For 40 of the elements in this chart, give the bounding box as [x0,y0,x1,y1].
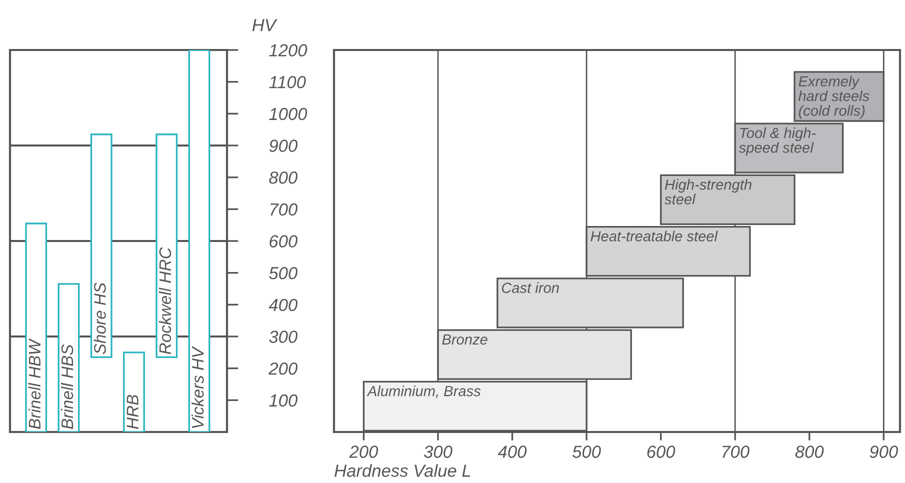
bar [123,352,145,432]
category-label: HRB [126,394,138,429]
x-tick-label: 600 [647,446,676,458]
x-tick-label: 200 [349,446,378,458]
y-tick-label: High-strength steel [664,179,752,204]
y-tick-label: 400 [268,298,298,312]
x-tick-label: 800 [795,446,824,458]
y-tick-label: Aluminium, Brass [366,386,481,398]
y-tick-label: 200 [268,362,298,375]
bar [25,222,48,432]
y-tick-label: Exremely hard steels (cold rolls) [798,76,870,119]
y-tick-label: 800 [269,172,298,184]
y-tick-label: Tool & high- speed steel [738,127,816,156]
y-tick-label: 500 [269,267,298,280]
bar [90,134,112,358]
x-tick-label: 300 [424,446,452,458]
y-tick-label: 100 [269,394,298,407]
x-tick-label: 900 [870,446,898,458]
y-tick-label: 300 [269,330,298,343]
category-label: Brinell HBS [60,344,74,429]
category-label: Rockwell HRC [158,247,172,354]
y-tick-label: Heat-treatable steel [590,230,718,242]
y-tick-label: 1200 [269,44,308,56]
y-tick-label: 1100 [269,76,306,88]
bar [156,134,178,358]
y-tick-label: 700 [270,203,298,216]
x-tick-label: 700 [722,446,750,458]
y-axis-title: HV [252,19,278,32]
y-tick-label: Bronze [442,334,488,345]
category-label: Brinell HBW [28,338,41,429]
y-tick-label: 900 [269,140,298,152]
x-tick-label: 400 [498,446,527,458]
y-tick-label: 1000 [269,108,308,120]
category-label: Shore HS [94,282,106,354]
y-tick-label: 600 [270,235,298,248]
x-axis-title: Hardness Value L [334,464,470,477]
y-tick-label: Cast iron [502,282,559,294]
x-tick-label: 500 [572,446,601,458]
category-label: Vickers HV [191,346,204,428]
bar [188,50,210,432]
